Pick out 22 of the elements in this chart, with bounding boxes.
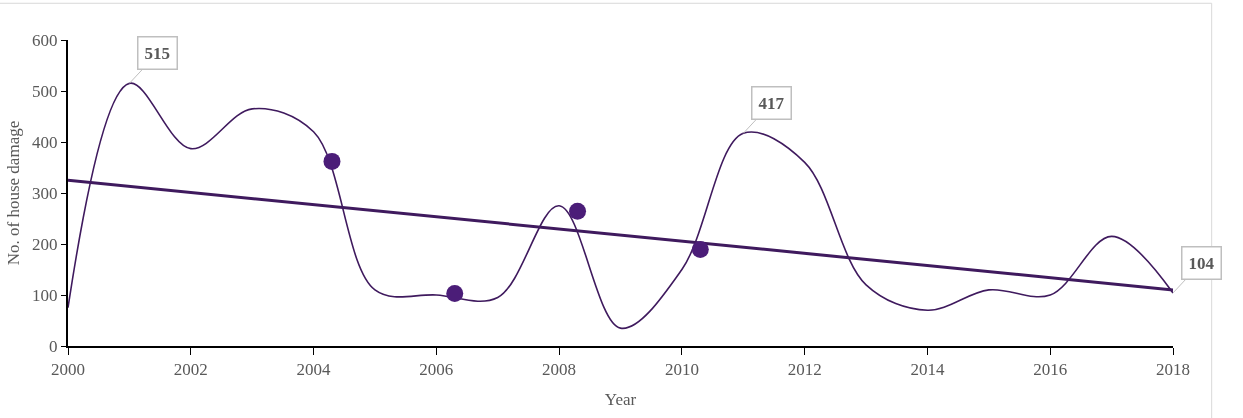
x-tick-label: 2012 [787,360,822,380]
annotation: 417 [758,93,785,113]
y-axis-title: No. of house damage [4,120,24,266]
x-tick-label: 2002 [173,360,208,380]
annotation: 515 [144,43,170,63]
x-axis-title: Year [604,390,637,410]
x-tick-label: 2000 [51,360,85,380]
x-tick-label: 2006 [419,360,454,380]
x-tick-label: 2010 [664,360,699,380]
x-tick-label: 2014 [910,360,945,380]
y-tick-label: 600 [32,30,58,50]
x-tick-label: 2008 [542,360,577,380]
x-tick-label: 2018 [1156,360,1190,380]
x-tick-label: 2004 [296,360,332,380]
y-tick-label: 0 [49,336,58,356]
y-tick-label: 500 [32,81,58,101]
y-tick-label: 300 [32,183,58,203]
y-tick-label: 100 [32,285,58,305]
y-tick-label: 400 [32,132,58,152]
annotation: 104 [1188,253,1215,273]
x-tick-label: 2016 [1033,360,1068,380]
y-tick-label: 200 [32,234,58,254]
